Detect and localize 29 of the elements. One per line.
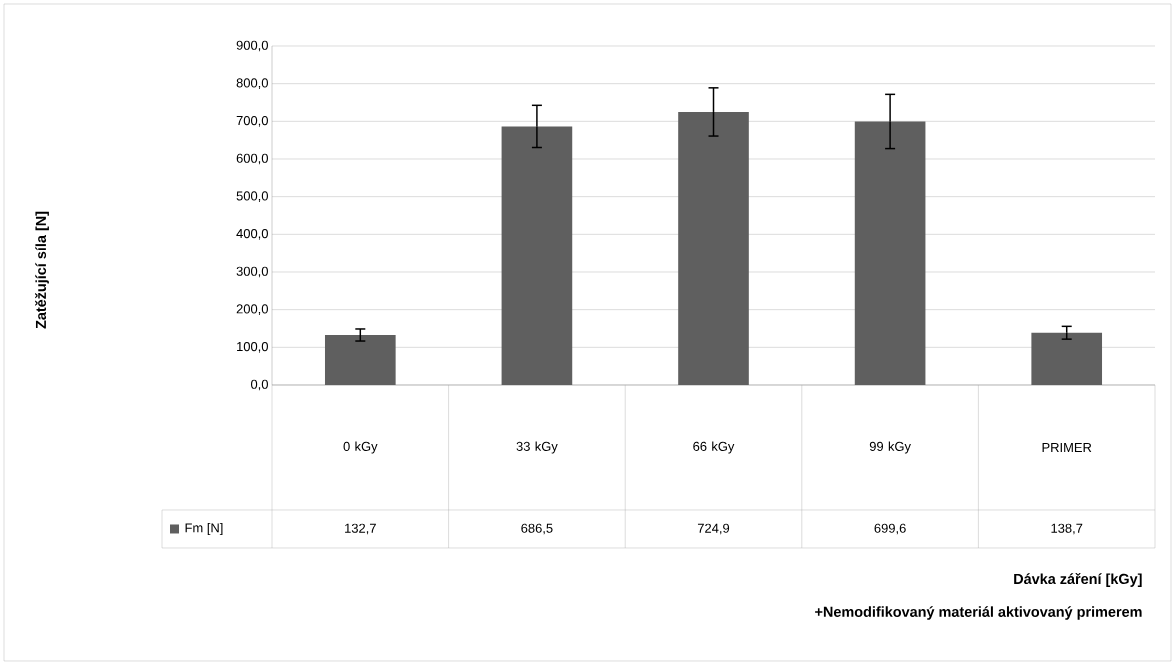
data-label: 686,5 [521, 523, 553, 535]
y-tick-label: 900,0 [236, 40, 268, 52]
text: +Nemodifikovaný materiál aktivovaný primerem [815, 606, 1142, 620]
bar [501, 126, 573, 385]
data-label: 724,9 [697, 523, 730, 535]
bar [854, 121, 926, 385]
y-tick-label: 400,0 [236, 228, 268, 240]
data-label: 138,7 [1051, 523, 1083, 535]
text: Zatěžující síla [N] [35, 211, 49, 329]
text: Dávka záření [kGy] [1014, 573, 1142, 587]
y-tick-label: 800,0 [236, 78, 268, 90]
x-tick-label: PRIMER [1042, 443, 1092, 452]
x-tick-label: 33 kGy [516, 441, 558, 454]
bar [1031, 332, 1103, 385]
legend-label: Fm [N] [185, 522, 223, 536]
y-tick-label: 300,0 [236, 266, 268, 278]
y-tick-label: 700,0 [236, 115, 268, 127]
y-tick-label: 600,0 [236, 153, 268, 165]
x-tick-label: 0 kGy [343, 441, 378, 454]
y-tick-label: 500,0 [236, 191, 268, 203]
x-tick-label: 99 kGy [869, 441, 911, 454]
x-tick-label: 66 kGy [693, 441, 735, 454]
data-label: 699,6 [874, 523, 906, 535]
y-tick-label: 0,0 [250, 379, 268, 391]
y-tick-label: 100,0 [237, 341, 268, 353]
y-tick-label: 200,0 [236, 304, 268, 315]
bar [678, 111, 749, 385]
bar [324, 335, 396, 385]
data-label: 132,7 [345, 523, 376, 535]
